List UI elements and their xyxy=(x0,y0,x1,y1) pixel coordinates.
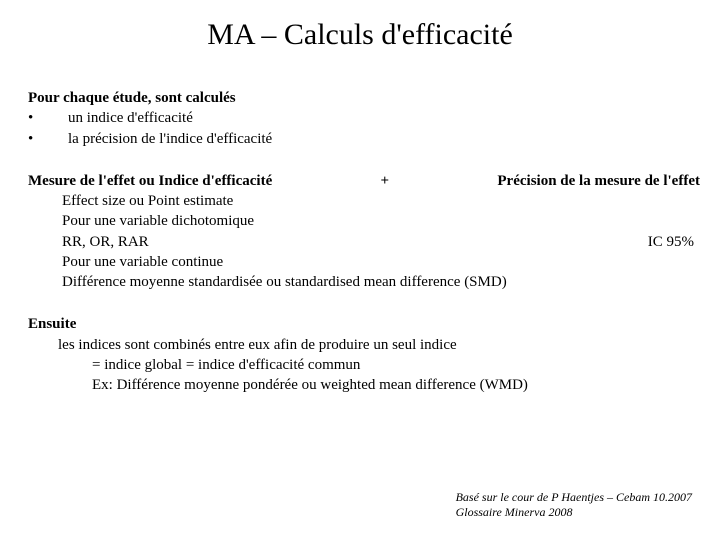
ensuite-line: les indices sont combinés entre eux afin… xyxy=(28,335,700,355)
slide: MA – Calculs d'efficacité Pour chaque ét… xyxy=(0,0,720,540)
bullet-icon: • xyxy=(28,108,68,128)
measure-rr-text: RR, OR, RAR xyxy=(28,232,149,252)
credit-block: Basé sur le cour de P Haentjes – Cebam 1… xyxy=(456,490,692,520)
slide-title: MA – Calculs d'efficacité xyxy=(0,0,720,70)
measure-line: Pour une variable continue xyxy=(28,252,700,272)
credit-line: Glossaire Minerva 2008 xyxy=(456,505,692,520)
measure-left-label: Mesure de l'effet ou Indice d'efficacité xyxy=(28,171,272,191)
measure-line: Effect size ou Point estimate xyxy=(28,191,700,211)
measure-line: Pour une variable dichotomique xyxy=(28,211,700,231)
ensuite-line: Ex: Différence moyenne pondérée ou weigh… xyxy=(28,375,700,395)
measure-rr-row: RR, OR, RAR IC 95% xyxy=(28,232,700,252)
ensuite-line: = indice global = indice d'efficacité co… xyxy=(28,355,700,375)
bullet-icon: • xyxy=(28,129,68,149)
ensuite-heading: Ensuite xyxy=(28,314,700,334)
measure-section: Mesure de l'effet ou Indice d'efficacité… xyxy=(28,171,700,293)
intro-bullet-text: un indice d'efficacité xyxy=(68,108,193,128)
measure-ic-text: IC 95% xyxy=(648,232,700,252)
measure-right-label: Précision de la mesure de l'effet xyxy=(497,171,700,191)
intro-bullet-row: • un indice d'efficacité xyxy=(28,108,700,128)
measure-heading-row: Mesure de l'effet ou Indice d'efficacité… xyxy=(28,171,700,191)
intro-bullet-row: • la précision de l'indice d'efficacité xyxy=(28,129,700,149)
ensuite-section: Ensuite les indices sont combinés entre … xyxy=(28,314,700,395)
intro-bullet-text: la précision de l'indice d'efficacité xyxy=(68,129,272,149)
intro-heading: Pour chaque étude, sont calculés xyxy=(28,88,700,108)
slide-body: Pour chaque étude, sont calculés • un in… xyxy=(0,88,720,395)
plus-symbol: + xyxy=(363,171,408,191)
credit-line: Basé sur le cour de P Haentjes – Cebam 1… xyxy=(456,490,692,505)
measure-line: Différence moyenne standardisée ou stand… xyxy=(28,272,700,292)
